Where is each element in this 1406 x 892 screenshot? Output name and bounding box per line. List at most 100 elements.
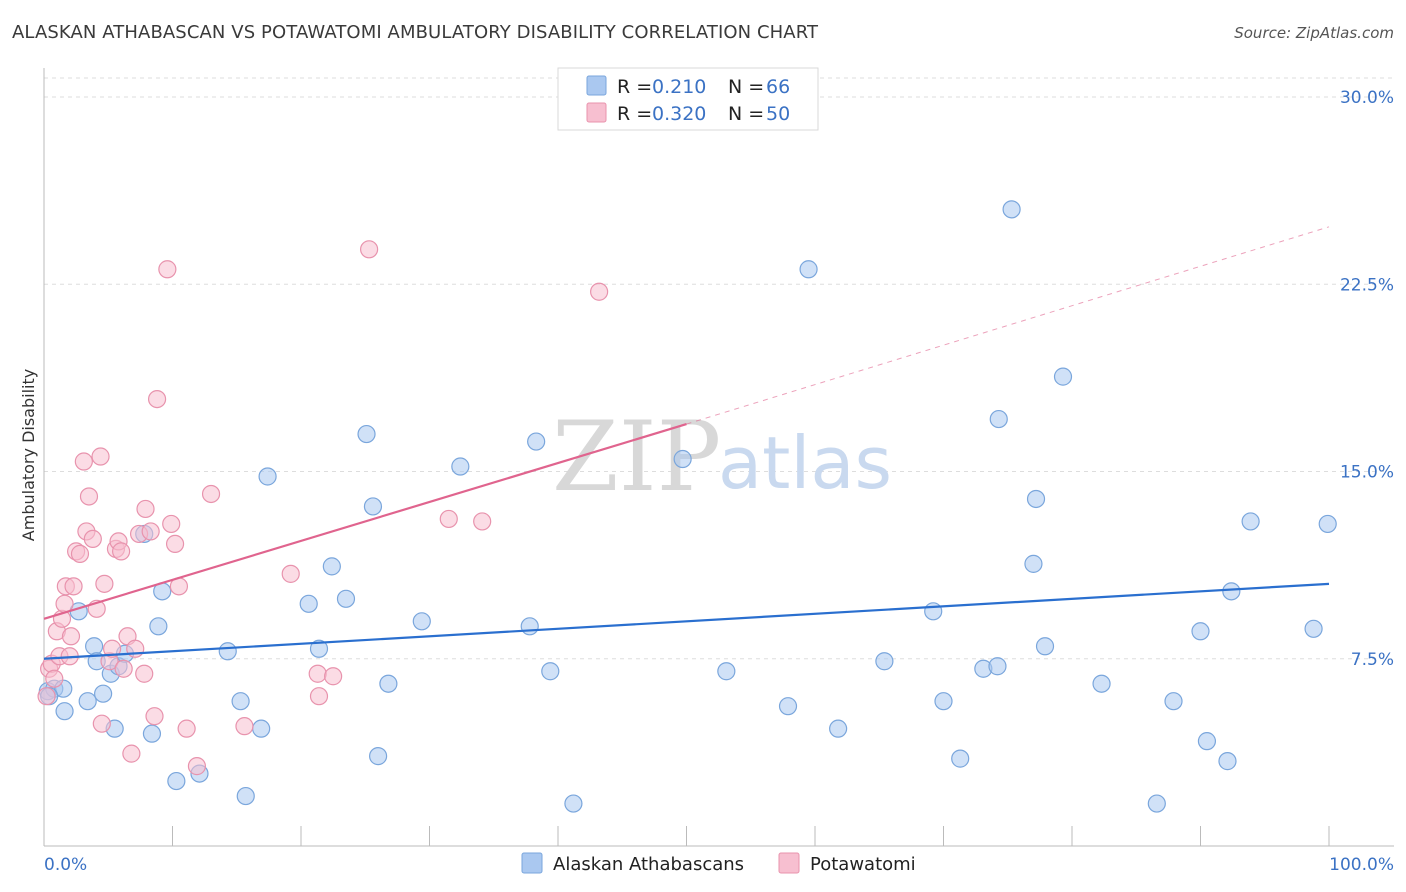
data-point-potawatomi: [187, 757, 207, 776]
data-point-alaskan-athabascans: [1164, 692, 1183, 711]
data-point-alaskan-athabascans: [322, 557, 341, 576]
data-point-potawatomi: [147, 389, 167, 409]
trend-line-potawatomi-extension: [686, 226, 1330, 425]
legend-n-label-2: N =: [728, 103, 764, 125]
data-point-alaskan-athabascans: [1197, 732, 1217, 751]
data-point-potawatomi: [70, 544, 90, 563]
data-point-alaskan-athabascans: [520, 617, 539, 636]
data-point-alaskan-athabascans: [1241, 512, 1260, 531]
data-point-alaskan-athabascans: [231, 692, 250, 711]
data-point-alaskan-athabascans: [1035, 637, 1055, 656]
data-point-potawatomi: [165, 534, 185, 554]
legend-swatch-pink: [586, 102, 607, 123]
axes: [43, 68, 1394, 847]
data-point-alaskan-athabascans: [924, 602, 943, 621]
data-point-alaskan-athabascans: [142, 724, 162, 743]
data-point-potawatomi: [235, 717, 254, 736]
data-point-alaskan-athabascans: [55, 702, 74, 721]
data-point-alaskan-athabascans: [1191, 622, 1210, 641]
y-tick-label: 22.5%: [1340, 275, 1394, 295]
data-point-alaskan-athabascans: [875, 652, 894, 671]
legend-swatch-blue: [586, 75, 607, 96]
data-point-potawatomi: [91, 447, 110, 466]
data-point-alaskan-athabascans: [1026, 489, 1046, 509]
data-point-potawatomi: [439, 509, 458, 529]
data-point-alaskan-athabascans: [1318, 514, 1337, 534]
legend-n-value-1: 66: [766, 76, 790, 98]
data-point-alaskan-athabascans: [951, 749, 970, 768]
data-point-alaskan-athabascans: [1222, 582, 1241, 601]
data-point-alaskan-athabascans: [673, 449, 692, 469]
data-point-alaskan-athabascans: [167, 771, 186, 791]
data-point-potawatomi: [37, 687, 56, 706]
data-point-potawatomi: [111, 542, 131, 561]
watermark-atlas: atlas: [718, 421, 892, 505]
data-point-alaskan-athabascans: [799, 260, 818, 279]
data-point-alaskan-athabascans: [363, 497, 383, 516]
data-point-potawatomi: [79, 487, 99, 506]
data-point-alaskan-athabascans: [299, 594, 318, 613]
legend-r-label-1: R =: [617, 76, 652, 98]
y-axis-title: Ambulatory Disability: [19, 369, 38, 541]
data-point-alaskan-athabascans: [541, 662, 560, 681]
data-point-potawatomi: [135, 664, 154, 683]
data-point-alaskan-athabascans: [989, 409, 1008, 429]
tick-labels: 7.5% 15.0% 22.5% 30.0% 0.0% 100.0%: [44, 88, 1394, 875]
data-point-alaskan-athabascans: [1147, 794, 1166, 813]
data-point-alaskan-athabascans: [1053, 367, 1073, 386]
chart-title: ALASKAN ATHABASCAN VS POTAWATOMI AMBULAT…: [12, 22, 819, 43]
y-tick-label: 15.0%: [1340, 463, 1394, 483]
data-point-alaskan-athabascans: [934, 692, 953, 711]
grid: [44, 77, 1394, 660]
data-point-potawatomi: [64, 577, 83, 596]
data-point-alaskan-athabascans: [252, 719, 271, 738]
data-point-potawatomi: [145, 707, 164, 726]
data-point-potawatomi: [309, 687, 329, 706]
data-point-alaskan-athabascans: [1024, 554, 1043, 573]
data-point-alaskan-athabascans: [309, 639, 329, 658]
legend-r-value-1: 0.210: [652, 76, 706, 98]
data-point-potawatomi: [141, 522, 160, 541]
data-point-potawatomi: [324, 667, 343, 686]
data-point-potawatomi: [74, 452, 93, 471]
data-point-alaskan-athabascans: [829, 719, 848, 738]
data-point-potawatomi: [92, 714, 111, 733]
data-point-potawatomi: [162, 514, 181, 534]
bottom-legend-swatch-pink: [778, 852, 800, 874]
trend-line-potawatomi: [43, 423, 687, 620]
bottom-legend-swatch-blue: [521, 852, 543, 874]
data-point-alaskan-athabascans: [451, 457, 470, 476]
trend-line-alaskan-athabascans: [43, 582, 1330, 660]
x-tick-label-max: 100.0%: [1329, 855, 1394, 875]
data-point-alaskan-athabascans: [85, 637, 104, 656]
data-point-alaskan-athabascans: [369, 747, 388, 766]
legend-n-value-2: 50: [766, 103, 790, 125]
data-point-alaskan-athabascans: [527, 432, 546, 451]
bottom-legend-label-2: Potawatomi: [810, 854, 916, 875]
data-point-alaskan-athabascans: [717, 662, 736, 681]
y-tick-label: 30.0%: [1340, 88, 1394, 108]
data-point-alaskan-athabascans: [236, 786, 255, 806]
y-tick-label: 7.5%: [1351, 650, 1394, 670]
data-point-potawatomi: [114, 659, 133, 678]
legend: R = 0.210 N = 66 R = 0.320 N = 50: [557, 67, 819, 131]
legend-n-label-1: N =: [728, 76, 764, 98]
bottom-legend-label-1: Alaskan Athabascans: [553, 854, 744, 875]
data-point-alaskan-athabascans: [988, 657, 1007, 676]
data-point-alaskan-athabascans: [78, 692, 97, 711]
data-point-potawatomi: [45, 669, 64, 688]
trend-lines: [43, 226, 1330, 660]
data-point-alaskan-athabascans: [1218, 752, 1237, 771]
data-point-potawatomi: [201, 484, 221, 504]
data-point-alaskan-athabascans: [379, 674, 398, 693]
source-label: Source: ZipAtlas.com: [1234, 24, 1394, 42]
data-point-alaskan-athabascans: [564, 794, 583, 813]
data-point-potawatomi: [103, 639, 122, 658]
data-point-potawatomi: [136, 499, 155, 519]
data-point-potawatomi: [177, 719, 196, 738]
data-point-potawatomi: [95, 574, 114, 593]
data-point-alaskan-athabascans: [94, 684, 113, 703]
data-point-potawatomi: [473, 512, 492, 531]
data-point-alaskan-athabascans: [1092, 674, 1111, 693]
data-point-alaskan-athabascans: [412, 612, 431, 631]
